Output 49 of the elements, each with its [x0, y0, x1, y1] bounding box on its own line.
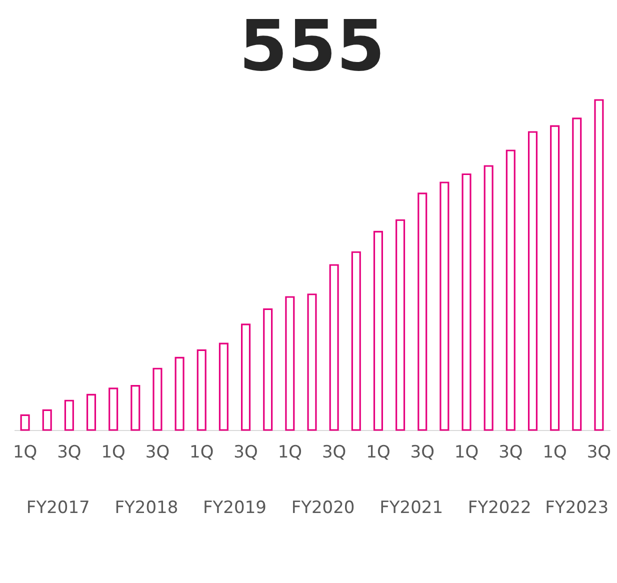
- bar: [594, 99, 604, 431]
- chart-title: 555: [238, 5, 386, 88]
- x-tick-label: 3Q: [586, 442, 612, 462]
- bar: [64, 400, 74, 431]
- bar: [130, 384, 140, 431]
- bar: [550, 125, 560, 431]
- bar: [20, 414, 30, 431]
- bar: [484, 165, 494, 431]
- x-tick-label: 1Q: [542, 442, 567, 462]
- bar: [351, 251, 361, 431]
- bar: [307, 294, 317, 431]
- bar: [373, 230, 383, 431]
- x-tick-label: 3Q: [410, 442, 434, 462]
- x-tick-label: 1Q: [101, 442, 126, 462]
- x-tick-label: 1Q: [366, 442, 390, 462]
- text: FY2019: [203, 498, 266, 518]
- x-tick-label: 1Q: [454, 442, 479, 462]
- bar: [241, 324, 251, 431]
- bar: [108, 388, 118, 431]
- bar: [263, 308, 273, 431]
- bar: [174, 356, 184, 431]
- bar: [418, 192, 428, 431]
- text: FY2018: [114, 498, 178, 518]
- x-tick-label: 3Q: [234, 442, 258, 462]
- bar: [152, 368, 162, 431]
- x-tick-label: 3Q: [498, 442, 523, 462]
- bar: [572, 118, 582, 431]
- text: FY2021: [380, 498, 444, 518]
- text: FY2020: [291, 498, 355, 518]
- x-tick-label: 1Q: [190, 442, 214, 462]
- text: FY2023: [545, 498, 609, 518]
- bar: [218, 342, 228, 431]
- bar: [285, 296, 295, 431]
- bar: [329, 264, 339, 431]
- bar: [462, 173, 472, 431]
- x-tick-label: 1Q: [278, 442, 302, 462]
- text: FY2017: [26, 498, 90, 518]
- x-tick-label: 1Q: [12, 442, 38, 462]
- bar: [196, 349, 206, 431]
- bar: [528, 131, 538, 431]
- x-tick-label: 3Q: [145, 442, 170, 462]
- bar: [440, 182, 450, 431]
- x-tick-label: 3Q: [322, 442, 346, 462]
- text: FY2022: [468, 498, 532, 518]
- bar: [396, 219, 406, 431]
- bar: [506, 150, 516, 431]
- bar: [42, 409, 52, 431]
- x-tick-label: 3Q: [57, 442, 82, 462]
- bar: [86, 394, 96, 431]
